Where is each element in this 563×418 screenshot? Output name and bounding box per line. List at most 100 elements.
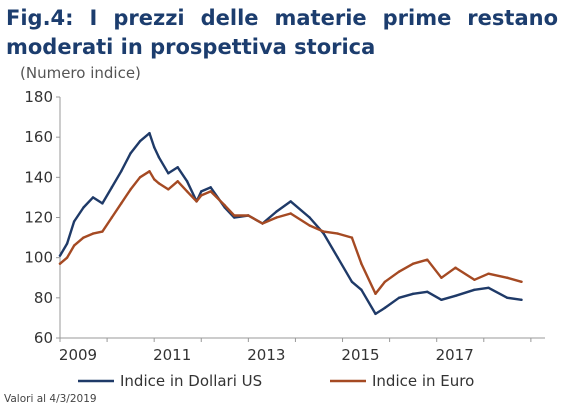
data-point-2 (360, 262, 363, 265)
data-point-1 (360, 288, 363, 291)
data-point-2 (426, 258, 429, 261)
data-point-2 (72, 244, 76, 247)
y-unit-label: (Numero indice) (20, 64, 141, 82)
data-point-1 (233, 216, 236, 219)
data-point-1 (91, 196, 95, 199)
data-point-1 (185, 180, 189, 183)
data-point-1 (138, 139, 142, 143)
legend: Indice in Dollari US Indice in Euro (78, 372, 474, 390)
x-tick-label: 2013 (247, 346, 285, 364)
y-tick-label: 100 (24, 249, 53, 267)
data-point-2 (185, 190, 189, 193)
legend-item-1: Indice in Dollari US (78, 372, 262, 390)
data-point-1 (308, 216, 311, 219)
legend-label-1: Indice in Dollari US (120, 372, 262, 390)
data-point-2 (440, 276, 443, 279)
data-point-2 (411, 262, 415, 265)
y-tick-label: 80 (34, 289, 53, 307)
data-point-2 (223, 204, 227, 207)
data-point-1 (209, 186, 212, 189)
data-point-1 (176, 166, 179, 169)
y-tick-label: 60 (34, 329, 53, 347)
data-point-2 (148, 170, 151, 173)
data-point-2 (506, 276, 509, 279)
data-point-2 (454, 266, 457, 269)
data-point-2 (82, 236, 85, 239)
data-point-1 (120, 170, 123, 173)
data-point-1 (350, 280, 354, 283)
data-point-1 (200, 190, 203, 193)
data-point-2 (322, 230, 325, 233)
data-point-1 (101, 202, 104, 205)
data-point-2 (233, 214, 236, 217)
data-point-1 (487, 286, 490, 289)
data-point-1 (157, 156, 161, 159)
data-point-2 (120, 202, 123, 205)
data-point-2 (520, 280, 523, 283)
series-line-1 (58, 131, 523, 316)
data-point-2 (487, 272, 490, 275)
legend-label-2: Indice in Euro (372, 372, 474, 390)
data-point-2 (157, 182, 161, 185)
x-tick-label: 2009 (59, 346, 97, 364)
data-point-2 (374, 292, 377, 296)
data-point-2 (91, 232, 95, 235)
data-point-2 (289, 212, 292, 215)
data-point-1 (520, 298, 523, 302)
x-tick-label: 2015 (341, 346, 379, 364)
series-line-2 (58, 170, 523, 295)
data-point-1 (454, 294, 457, 298)
data-point-1 (65, 242, 69, 245)
y-tick-label: 160 (24, 128, 53, 146)
data-point-2 (152, 178, 156, 181)
data-point-2 (261, 222, 264, 225)
data-point-1 (473, 288, 476, 291)
data-point-2 (247, 214, 250, 217)
data-point-2 (275, 216, 278, 219)
data-point-1 (72, 220, 76, 223)
series-layer (58, 131, 523, 316)
data-point-2 (129, 188, 132, 191)
data-point-2 (138, 176, 142, 179)
data-point-1 (383, 306, 387, 310)
data-point-2 (397, 270, 401, 273)
data-point-1 (426, 290, 429, 294)
data-point-2 (195, 200, 198, 203)
data-point-2 (110, 216, 113, 219)
data-point-2 (65, 256, 69, 259)
data-point-1 (58, 254, 62, 257)
data-point-2 (176, 180, 179, 183)
data-point-2 (473, 278, 476, 281)
data-point-2 (336, 232, 340, 235)
legend-item-2: Indice in Euro (330, 372, 474, 390)
data-point-1 (289, 200, 292, 203)
data-point-2 (167, 188, 170, 191)
data-point-1 (167, 172, 170, 175)
data-point-1 (82, 206, 85, 209)
data-point-1 (336, 256, 340, 259)
data-point-1 (152, 146, 156, 149)
x-tick-label: 2017 (436, 346, 474, 364)
data-point-1 (440, 298, 443, 302)
data-point-2 (101, 230, 104, 233)
axes-layer: 60 80 100 120 140 160 180 2009 2011 2013 2015 2017 (24, 88, 545, 364)
data-point-1 (411, 292, 415, 296)
data-point-2 (200, 194, 203, 197)
data-point-2 (308, 224, 311, 227)
footnote: Valori al 4/3/2019 (4, 393, 97, 405)
data-point-2 (58, 262, 62, 265)
y-tick-label: 140 (24, 168, 53, 186)
data-point-2 (383, 280, 387, 283)
y-tick-label: 120 (24, 209, 53, 227)
data-point-1 (275, 210, 278, 213)
data-point-1 (374, 312, 377, 316)
data-point-1 (148, 131, 151, 135)
data-point-2 (350, 236, 354, 239)
data-point-1 (129, 152, 132, 155)
data-point-1 (322, 232, 325, 235)
x-tick-label: 2011 (153, 346, 191, 364)
chart-title: Fig.4: I prezzi delle materie prime rest… (6, 6, 558, 59)
y-tick-label: 180 (24, 88, 53, 106)
